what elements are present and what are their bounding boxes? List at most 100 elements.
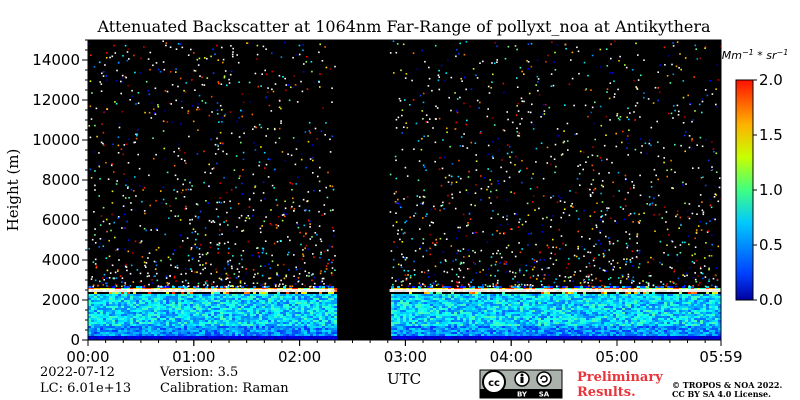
heatmap-cell: [106, 328, 109, 330]
heatmap-cell: [430, 294, 433, 296]
heatmap-cell: [115, 314, 118, 316]
heatmap-cell: [331, 286, 334, 288]
heatmap-cell: [184, 338, 187, 340]
heatmap-cell: [232, 304, 235, 306]
heatmap-cell: [253, 322, 256, 324]
heatmap-cell: [208, 338, 211, 340]
heatmap-cell: [484, 326, 487, 328]
heatmap-cell: [691, 320, 694, 322]
heatmap-cell: [139, 338, 142, 340]
heatmap-cell: [556, 326, 559, 328]
heatmap-cell: [454, 328, 457, 330]
heatmap-cell: [472, 298, 475, 300]
heatmap-cell: [652, 324, 655, 326]
heatmap-cell: [541, 231, 543, 233]
heatmap-cell: [103, 318, 106, 320]
heatmap-cell: [694, 334, 697, 336]
heatmap-cell: [187, 338, 190, 340]
heatmap-cell: [607, 328, 610, 330]
heatmap-cell: [154, 316, 157, 318]
heatmap-cell: [193, 304, 196, 306]
heatmap-cell: [706, 336, 709, 338]
heatmap-cell: [253, 304, 256, 306]
heatmap-cell: [175, 306, 178, 308]
heatmap-cell: [397, 330, 400, 332]
heatmap-cell: [226, 296, 229, 298]
heatmap-cell: [109, 334, 112, 336]
heatmap-cell: [397, 316, 400, 318]
heatmap-cell: [454, 304, 457, 306]
heatmap-cell: [598, 298, 601, 300]
heatmap-cell: [160, 314, 163, 316]
heatmap-cell: [676, 306, 679, 308]
heatmap-cell: [511, 320, 514, 322]
heatmap-cell: [598, 286, 601, 288]
heatmap-cell: [613, 296, 616, 298]
heatmap-cell: [625, 330, 628, 332]
heatmap-cell: [502, 298, 505, 300]
heatmap-cell: [302, 44, 304, 46]
heatmap-cell: [457, 318, 460, 320]
heatmap-cell: [259, 332, 262, 334]
heatmap-cell: [499, 330, 502, 332]
heatmap-cell: [202, 324, 205, 326]
heatmap-cell: [394, 326, 397, 328]
heatmap-cell: [394, 300, 397, 302]
heatmap-cell: [280, 294, 283, 296]
heatmap-cell: [190, 310, 193, 312]
heatmap-cell: [304, 304, 307, 306]
heatmap-cell: [397, 296, 400, 298]
heatmap-cell: [136, 338, 139, 340]
heatmap-cell: [256, 304, 259, 306]
heatmap-cell: [193, 330, 196, 332]
heatmap-cell: [529, 330, 532, 332]
heatmap-cell: [194, 70, 197, 72]
heatmap-cell: [712, 338, 715, 340]
heatmap-cell: [559, 304, 562, 306]
heatmap-cell: [625, 306, 628, 308]
heatmap-cell: [232, 332, 235, 334]
heatmap-cell: [496, 61, 498, 63]
heatmap-cell: [487, 308, 490, 310]
heatmap-cell: [523, 304, 526, 306]
heatmap-cell: [175, 302, 178, 304]
heatmap-cell: [256, 310, 259, 312]
heatmap-cell: [673, 326, 676, 328]
heatmap-cell: [184, 334, 187, 336]
heatmap-cell: [709, 322, 712, 324]
heatmap-cell: [604, 328, 607, 330]
heatmap-cell: [130, 298, 133, 300]
heatmap-cell: [121, 330, 124, 332]
heatmap-cell: [331, 308, 334, 310]
heatmap-cell: [562, 312, 565, 314]
heatmap-cell: [646, 306, 649, 308]
heatmap-cell: [217, 332, 220, 334]
heatmap-cell: [490, 306, 493, 308]
heatmap-cell: [679, 336, 682, 338]
heatmap-cell: [133, 304, 136, 306]
heatmap-cell: [151, 312, 154, 314]
heatmap-cell: [499, 308, 502, 310]
heatmap-cell: [208, 314, 211, 316]
heatmap-cell: [607, 310, 610, 312]
heatmap-cell: [649, 322, 652, 324]
heatmap-cell: [613, 310, 616, 312]
heatmap-cell: [418, 312, 421, 314]
heatmap-cell: [118, 294, 121, 296]
heatmap-cell: [304, 336, 307, 338]
heatmap-cell: [148, 326, 151, 328]
heatmap-cell: [502, 318, 505, 320]
heatmap-cell: [406, 316, 409, 318]
heatmap-cell: [211, 318, 214, 320]
heatmap-cell: [229, 326, 232, 328]
heatmap-cell: [598, 322, 601, 324]
heatmap-cell: [454, 326, 457, 328]
heatmap-cell: [169, 306, 172, 308]
heatmap-cell: [199, 310, 202, 312]
heatmap-cell: [460, 336, 463, 338]
heatmap-cell: [148, 302, 151, 304]
heatmap-cell: [700, 338, 703, 340]
heatmap-cell: [184, 328, 187, 330]
heatmap-cell: [598, 334, 601, 336]
heatmap-cell: [523, 314, 526, 316]
